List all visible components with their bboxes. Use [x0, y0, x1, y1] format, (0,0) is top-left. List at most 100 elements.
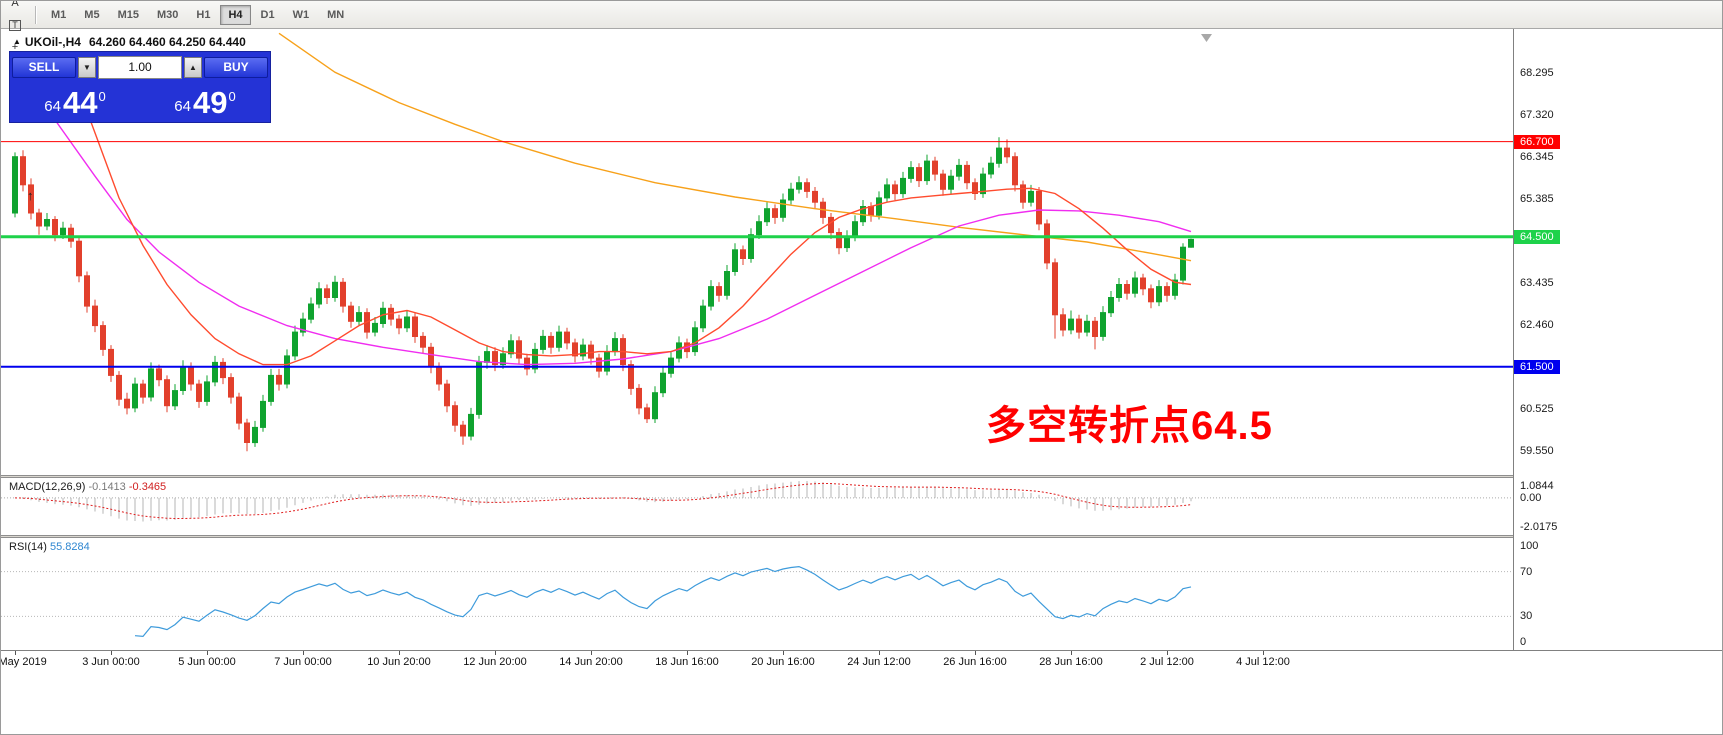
panel-splitter[interactable] — [1, 475, 1722, 478]
sell-price[interactable]: 64 44 0 — [10, 80, 140, 124]
time-axis-tick — [879, 651, 880, 655]
axis-label: -2.0175 — [1520, 521, 1558, 533]
chart-plot-area[interactable]: ↑ — [1, 29, 1513, 475]
axis-label: 66.345 — [1520, 150, 1554, 163]
time-axis-label: 4 Jul 12:00 — [1236, 656, 1290, 668]
main-chart-svg[interactable]: ↑ — [1, 29, 1513, 475]
time-axis-tick — [207, 651, 208, 655]
time-axis-label: 20 Jun 16:00 — [751, 656, 815, 668]
symbol-name: UKOil-,H4 — [24, 35, 81, 49]
sell-price-big: 44 — [62, 84, 98, 120]
buy-button[interactable]: BUY — [204, 56, 268, 78]
ma-mid-magenta — [54, 119, 1192, 366]
timeframe-button-m15[interactable]: M15 — [110, 5, 147, 25]
macd-signal-value: -0.3465 — [128, 481, 167, 493]
axis-label: 0.00 — [1520, 491, 1542, 504]
textbox-icon[interactable]: T — [2, 15, 28, 37]
time-axis-label: 28 Jun 16:00 — [1039, 656, 1103, 668]
macd-pane[interactable] — [1, 478, 1513, 535]
timeframe-button-d1[interactable]: D1 — [253, 5, 283, 25]
buy-price[interactable]: 64 49 0 — [140, 80, 270, 124]
time-axis-tick — [1263, 651, 1264, 655]
timeframe-button-h1[interactable]: H1 — [188, 5, 218, 25]
timeframe-button-m30[interactable]: M30 — [149, 5, 186, 25]
hline-price-badge: 64.500 — [1514, 229, 1560, 244]
timeframe-button-mn[interactable]: MN — [319, 5, 352, 25]
time-axis-label: 24 Jun 12:00 — [847, 656, 911, 668]
sell-price-pip: 0 — [98, 88, 106, 104]
axis-label: 67.320 — [1520, 108, 1554, 121]
buy-price-big: 49 — [192, 84, 228, 120]
buy-price-prefix: 64 — [174, 97, 191, 115]
macd-signal-line — [14, 482, 1192, 519]
time-axis-tick — [399, 651, 400, 655]
axis-label: 60.525 — [1520, 402, 1554, 415]
time-axis-tick — [15, 651, 16, 655]
timeframe-button-m5[interactable]: M5 — [76, 5, 107, 25]
time-axis-tick — [1071, 651, 1072, 655]
time-axis-tick — [111, 651, 112, 655]
text-label-icon[interactable]: A — [2, 1, 28, 15]
macd-label: MACD(12,26,9) -0.1413 -0.3465 — [9, 481, 167, 493]
time-axis-tick — [495, 651, 496, 655]
rsi-label: RSI(14) 55.8284 — [9, 541, 90, 553]
chart-text-annotation: 多空转折点64.5 — [986, 404, 1273, 448]
hline-price-badge: 66.700 — [1514, 134, 1560, 149]
oct-toggle-icon[interactable]: ▲ — [13, 37, 21, 46]
volume-input[interactable] — [98, 55, 182, 79]
time-axis-label: 14 Jun 20:00 — [559, 656, 623, 668]
panel-splitter[interactable] — [1, 535, 1722, 538]
time-axis-tick — [303, 651, 304, 655]
trade-arrow-marker: ↑ — [27, 188, 34, 203]
rsi-svg — [1, 565, 1513, 638]
ma-fast-red — [70, 67, 1192, 366]
axis-label: 70 — [1520, 565, 1533, 578]
axis-label: 100 — [1520, 540, 1539, 552]
time-axis-label: 10 Jun 20:00 — [367, 656, 431, 668]
time-axis-label: 2 Jul 12:00 — [1140, 656, 1194, 668]
macd-histogram — [22, 481, 1192, 522]
rsi-value: 55.8284 — [49, 541, 90, 553]
axis-label: 59.550 — [1520, 445, 1554, 458]
axis-label: 62.460 — [1520, 319, 1554, 332]
sell-price-prefix: 64 — [44, 97, 61, 115]
timeframe-button-w1[interactable]: W1 — [285, 5, 318, 25]
sell-button[interactable]: SELL — [12, 56, 76, 78]
hline-price-badge: 61.500 — [1514, 359, 1560, 374]
time-axis-label: 30 May 2019 — [0, 656, 47, 668]
timeframe-button-m1[interactable]: M1 — [43, 5, 74, 25]
time-axis-label: 12 Jun 20:00 — [463, 656, 527, 668]
axis-label: 68.295 — [1520, 66, 1554, 79]
window-background — [1, 672, 1722, 734]
timeframe-button-h4[interactable]: H4 — [220, 4, 251, 25]
time-axis-tick — [975, 651, 976, 655]
one-click-trading-panel: SELL ▼ ▲ BUY 64 44 0 64 49 0 — [9, 51, 271, 123]
buy-price-pip: 0 — [228, 88, 236, 104]
volume-increment-icon[interactable]: ▲ — [184, 56, 202, 78]
axis-label: 30 — [1520, 610, 1533, 623]
crosshair-icon[interactable]: + — [2, 37, 28, 59]
time-axis-tick — [1167, 651, 1168, 655]
volume-decrement-icon[interactable]: ▼ — [78, 56, 96, 78]
time-axis-tick — [687, 651, 688, 655]
time-axis-tick — [783, 651, 784, 655]
time-axis[interactable]: 30 May 2019 3 Jun 00:00 5 Jun 00:00 7 Jun 0… — [0, 650, 1722, 672]
time-axis-tick — [591, 651, 592, 655]
candles-group — [12, 137, 1194, 452]
time-axis-label: 3 Jun 00:00 — [82, 656, 140, 668]
rsi-line — [134, 565, 1192, 638]
rsi-pane[interactable] — [1, 538, 1513, 650]
time-axis-label: 26 Jun 16:00 — [943, 656, 1007, 668]
macd-main-value: -0.1413 — [88, 481, 126, 493]
macd-svg — [1, 481, 1513, 522]
price-axis[interactable]: 68.295 67.320 66.345 65.385 63.435 62.460 60.5… — [1513, 29, 1722, 672]
time-axis-label: 18 Jun 16:00 — [655, 656, 719, 668]
ma-slow-orange — [278, 32, 1192, 262]
time-axis-label: 5 Jun 00:00 — [178, 656, 236, 668]
chart-shift-marker-icon[interactable] — [1201, 34, 1212, 42]
axis-label: 63.435 — [1520, 276, 1554, 289]
axis-label: 1.0844 — [1520, 480, 1554, 492]
time-axis-label: 7 Jun 00:00 — [274, 656, 332, 668]
